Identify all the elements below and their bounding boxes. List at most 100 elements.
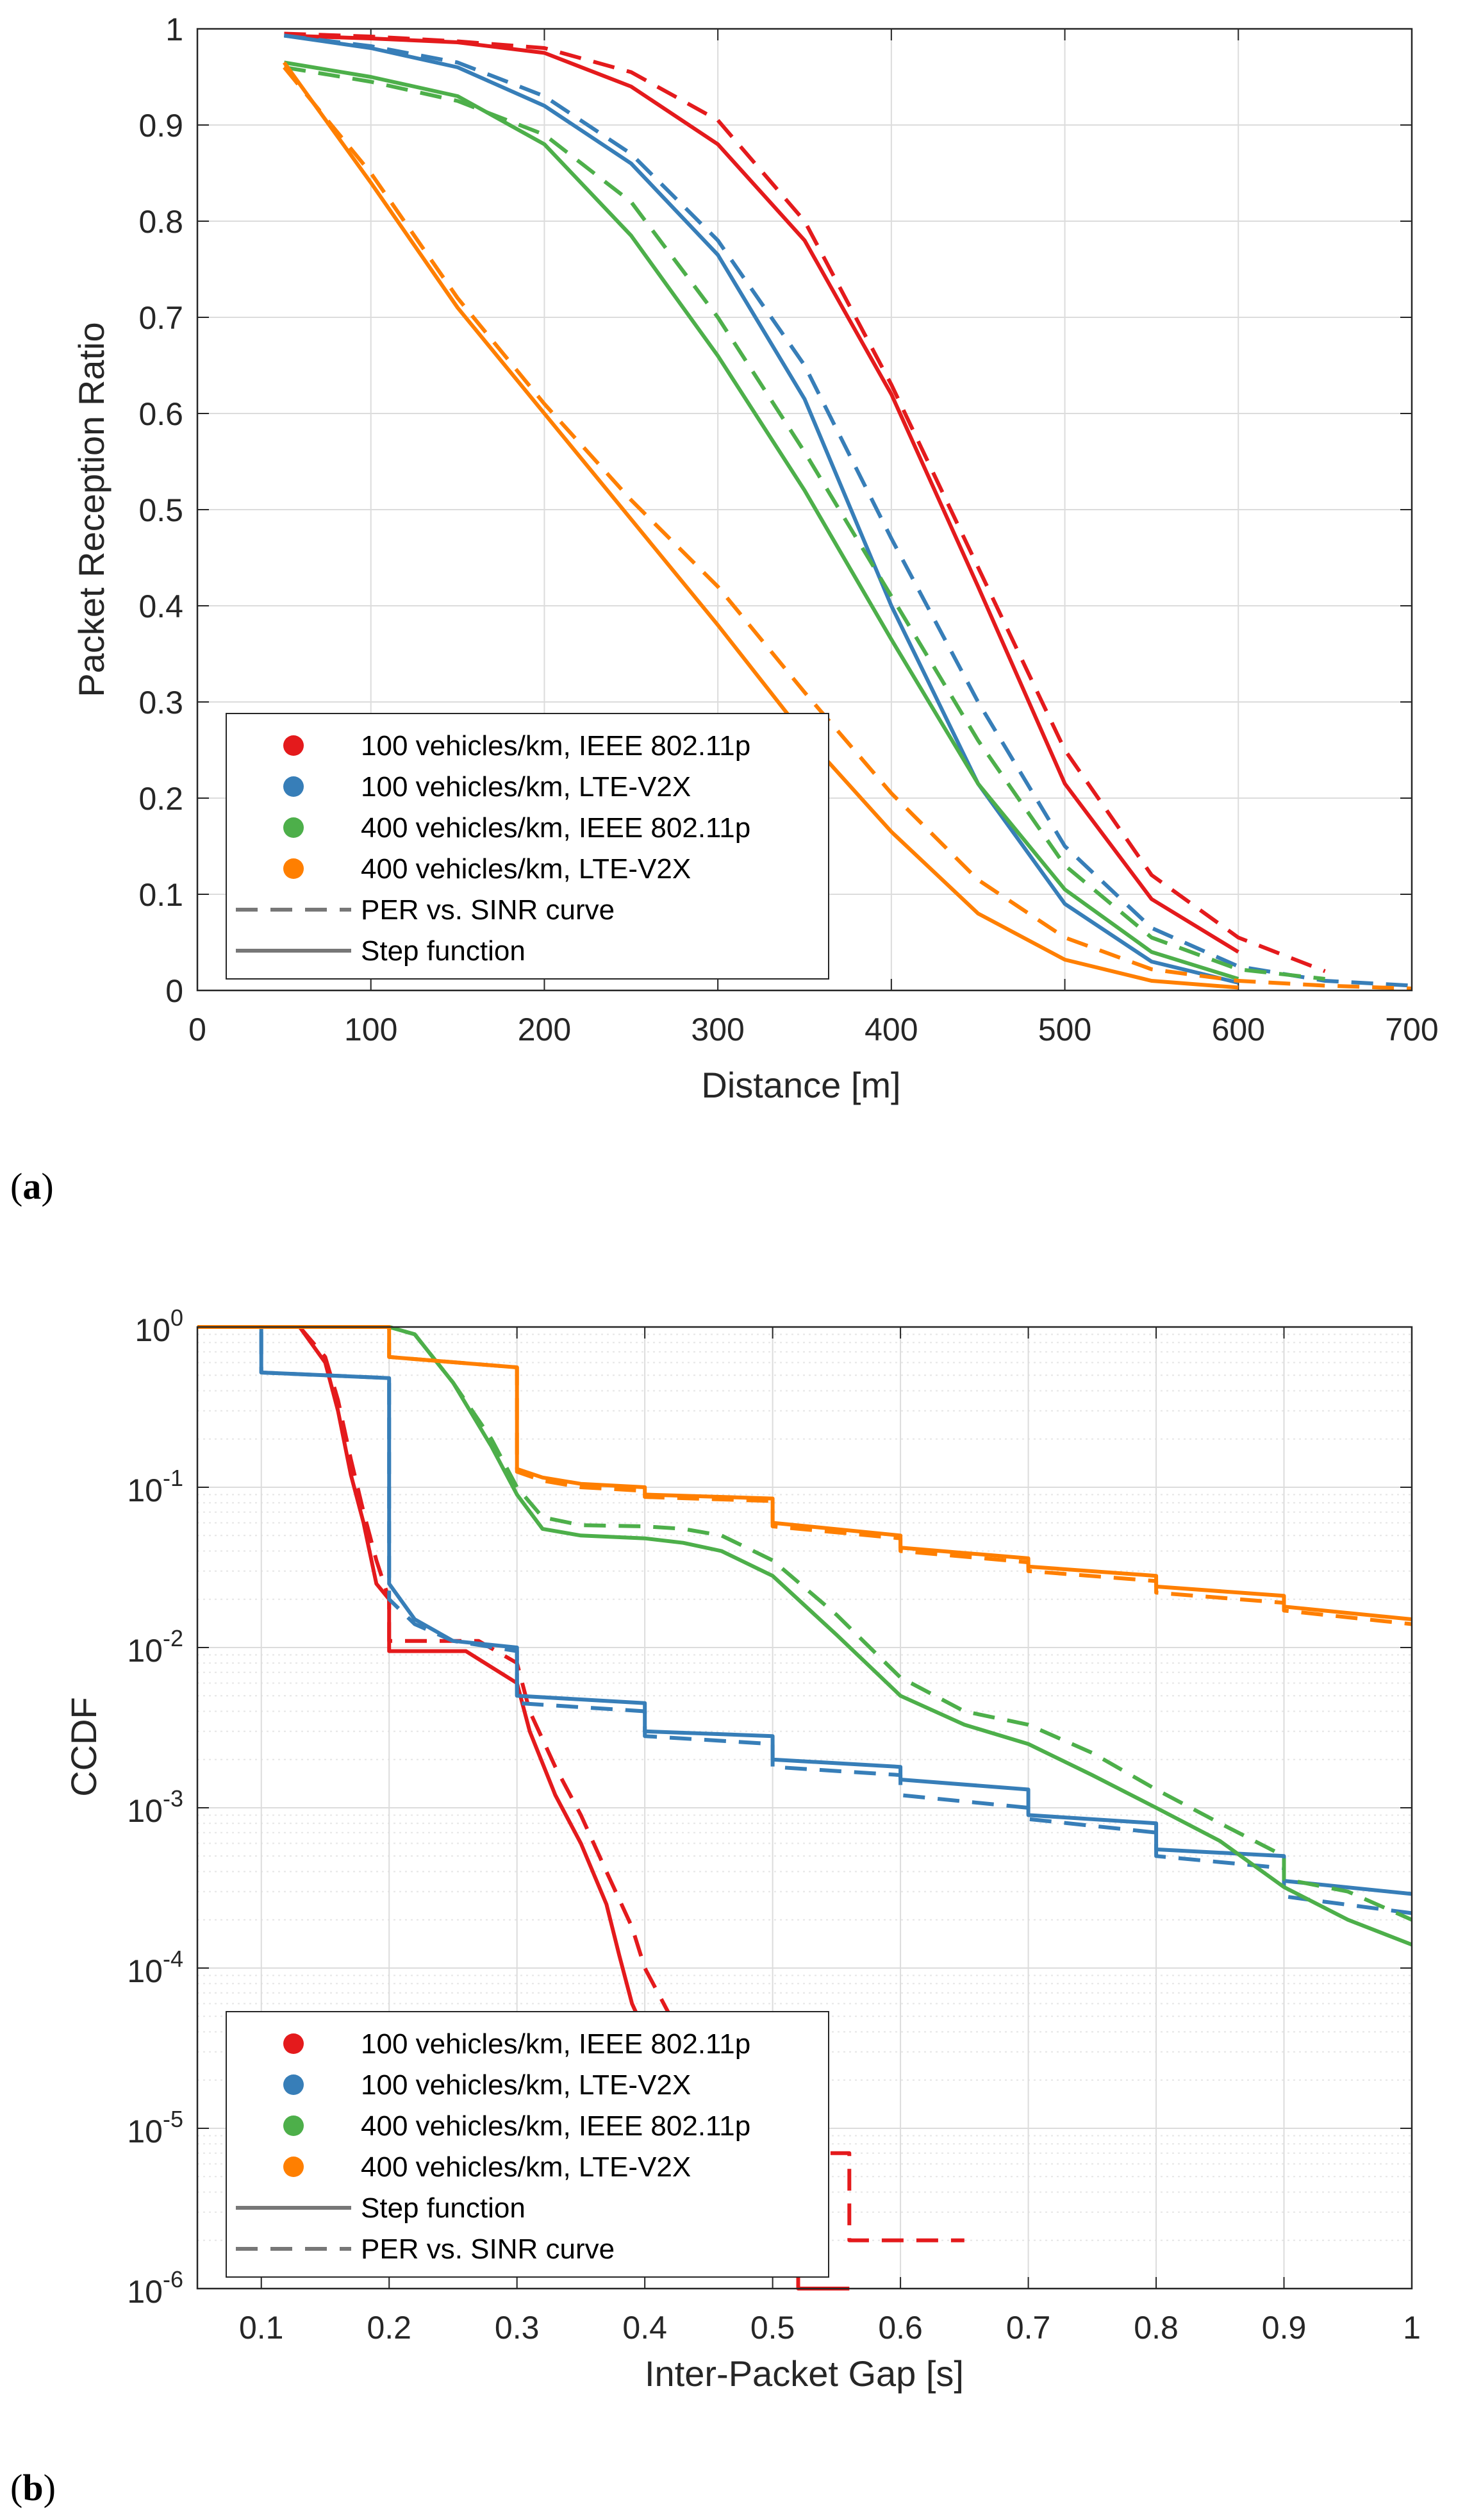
chart-a-legend: 100 vehicles/km, IEEE 802.11p 100 vehicle… (226, 713, 829, 980)
legend-label-0: 100 vehicles/km, IEEE 802.11p (361, 2028, 750, 2060)
legend-label-1: 100 vehicles/km, LTE-V2X (361, 771, 691, 803)
series-line-3 (284, 33, 1412, 988)
legend-label-2: 400 vehicles/km, IEEE 802.11p (361, 812, 750, 844)
y-tick-base: 10 (127, 1633, 163, 1669)
y-tick-label: 10-6 (127, 2266, 183, 2310)
y-tick-label: 0.1 (138, 877, 183, 913)
series-line-7 (283, 66, 1412, 990)
y-tick-base: 10 (127, 2114, 163, 2149)
chart-a-series (282, 31, 1412, 990)
x-tick-label: 0.5 (750, 2310, 795, 2346)
chart-b: 0.1 0.2 0.3 0.4 0.5 0.6 0.7 0.8 0.9 110-610-510-4… (63, 1305, 1421, 2394)
series-line-7 (197, 1325, 1412, 1626)
y-tick-exponent: -5 (163, 2106, 183, 2132)
chart-a-axes-box (196, 28, 1413, 992)
y-tick-exponent: -1 (163, 1465, 183, 1491)
x-tick-label: 0 (188, 1012, 206, 1047)
chart-a-ylabel: Packet Reception Ratio (71, 322, 112, 697)
y-tick-label: 10-4 (127, 1946, 183, 1989)
y-tick-label: 100 (135, 1305, 183, 1348)
x-tick-label: 1 (1403, 2310, 1421, 2346)
legend-marker-2 (283, 2115, 304, 2136)
y-tick-base: 10 (127, 1793, 163, 1829)
x-tick-label: 0.6 (878, 2310, 923, 2346)
panel-a-letter: a (22, 1165, 41, 1207)
series-line-3 (197, 1325, 1412, 1915)
y-tick-label: 0 (165, 973, 183, 1009)
y-tick-exponent: -3 (163, 1785, 183, 1812)
x-tick-label: 300 (691, 1012, 744, 1047)
chart-a-xlabel: Distance [m] (701, 1065, 900, 1105)
legend-marker-3 (283, 2157, 304, 2177)
x-tick-label: 500 (1038, 1012, 1091, 1047)
y-tick-exponent: 0 (170, 1305, 183, 1331)
x-tick-label: 100 (344, 1012, 397, 1047)
x-tick-label: 400 (865, 1012, 918, 1047)
y-tick-label: 10-3 (127, 1785, 183, 1829)
legend-label-5: PER vs. SINR curve (361, 2233, 615, 2265)
panel-label-b: (b) (10, 2467, 56, 2508)
y-tick-label: 10-2 (127, 1625, 183, 1669)
panel-label-a: (a) (10, 1165, 54, 1207)
y-tick-label: 10-1 (127, 1465, 183, 1508)
series-line-2 (197, 1325, 1412, 1896)
legend-label-3: 400 vehicles/km, LTE-V2X (361, 2151, 691, 2183)
y-tick-exponent: -2 (163, 1625, 183, 1651)
chart-b-tick-labels: 0.1 0.2 0.3 0.4 0.5 0.6 0.7 0.8 0.9 110-610-510-4… (127, 1305, 1421, 2346)
y-tick-label: 10-5 (127, 2106, 183, 2149)
x-tick-label: 0.7 (1006, 2310, 1051, 2346)
legend-label-4: PER vs. SINR curve (361, 894, 615, 926)
legend-marker-1 (283, 2074, 304, 2095)
y-tick-label: 0.3 (138, 685, 183, 721)
y-tick-exponent: -6 (163, 2266, 183, 2292)
series-line-6 (282, 61, 1239, 990)
series-line-1 (284, 31, 1326, 973)
series-line-4 (197, 1325, 1413, 1947)
chart-b-xlabel: Inter-Packet Gap [s] (645, 2353, 964, 2394)
chart-a-tick-labels: 0 100 200 300 400 500 600 700 0 0.1 0.2 0.3 0.4 0.5 0.… (138, 12, 1438, 1047)
legend-label-5: Step function (361, 935, 526, 967)
y-tick-label: 0.5 (138, 492, 183, 528)
legend-box (226, 713, 829, 980)
legend-marker-0 (283, 2033, 304, 2054)
legend-marker-1 (283, 776, 304, 797)
legend-marker-3 (283, 858, 304, 879)
legend-label-0: 100 vehicles/km, IEEE 802.11p (361, 730, 750, 762)
x-tick-label: 0.8 (1134, 2310, 1179, 2346)
x-tick-label: 200 (518, 1012, 571, 1047)
chart-b-legend: 100 vehicles/km, IEEE 802.11p 100 vehicle… (226, 2011, 829, 2278)
y-tick-base: 10 (127, 1953, 163, 1989)
series-line-5 (283, 65, 1325, 981)
y-tick-label: 0.7 (138, 300, 183, 336)
legend-box (226, 2011, 829, 2278)
y-tick-label: 0.9 (138, 108, 183, 144)
y-tick-base: 10 (127, 1473, 163, 1508)
x-tick-label: 0.4 (622, 2310, 667, 2346)
chart-b-axes-box (196, 1326, 1413, 2290)
y-tick-label: 0.6 (138, 396, 183, 432)
x-tick-label: 0.2 (367, 2310, 411, 2346)
y-tick-exponent: -4 (163, 1946, 183, 1972)
legend-label-3: 400 vehicles/km, LTE-V2X (361, 853, 691, 885)
y-tick-label: 1 (165, 12, 183, 47)
y-tick-label: 0.2 (138, 781, 183, 817)
x-tick-label: 0.3 (495, 2310, 540, 2346)
series-line-2 (283, 33, 1239, 985)
series-line-5 (197, 1325, 1413, 1922)
x-tick-label: 0.9 (1262, 2310, 1307, 2346)
legend-label-4: Step function (361, 2192, 526, 2224)
y-tick-base: 10 (127, 2274, 163, 2310)
x-tick-label: 600 (1212, 1012, 1265, 1047)
legend-label-1: 100 vehicles/km, LTE-V2X (361, 2069, 691, 2101)
x-tick-label: 0.1 (239, 2310, 284, 2346)
chart-a: 0 100 200 300 400 500 600 700 0 0.1 0.2 0.3 0.4 0.5 0.… (71, 12, 1439, 1105)
x-tick-label: 700 (1385, 1012, 1438, 1047)
series-line-4 (283, 60, 1239, 981)
legend-marker-2 (283, 817, 304, 838)
legend-marker-0 (283, 735, 304, 756)
y-tick-label: 0.8 (138, 204, 183, 240)
y-tick-label: 0.4 (138, 588, 183, 624)
legend-label-2: 400 vehicles/km, IEEE 802.11p (361, 2110, 750, 2142)
y-tick-base: 10 (135, 1312, 170, 1348)
